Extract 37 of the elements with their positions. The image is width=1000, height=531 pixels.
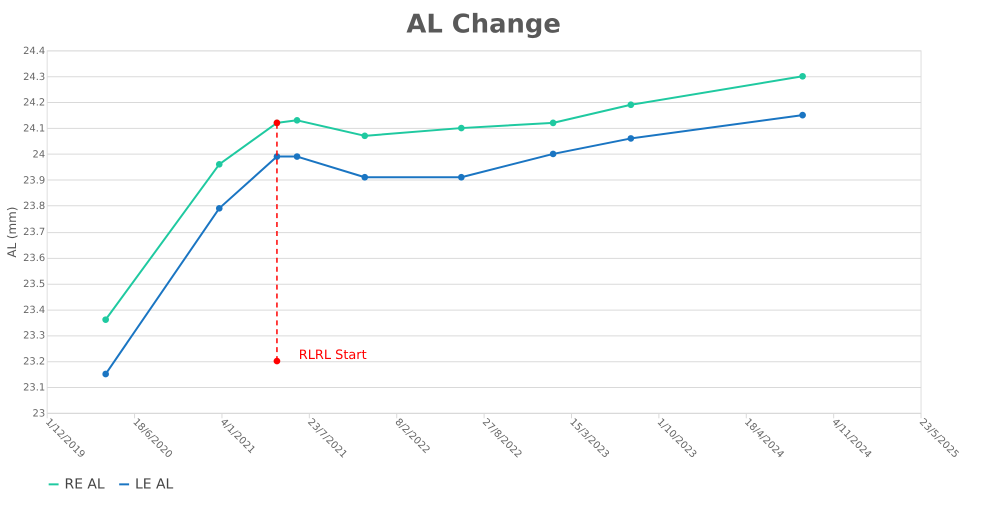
point [361, 132, 368, 140]
point [799, 72, 806, 80]
point [294, 153, 300, 160]
point [294, 116, 300, 124]
y-tick-label: 23.3 [23, 330, 46, 342]
y-tick-label: 23.8 [23, 201, 46, 212]
y-tick-label: 23.9 [23, 175, 46, 186]
y-tick-label: 23.7 [23, 227, 46, 238]
point [799, 112, 806, 118]
point [216, 160, 223, 168]
y-tick-label: 24 [32, 149, 46, 160]
point [550, 120, 556, 126]
y-tick-label: 23.5 [23, 278, 46, 290]
y-tick-label: 23.2 [23, 356, 46, 368]
point [458, 124, 465, 132]
point [216, 204, 223, 212]
y-tick-label: 24.1 [23, 124, 46, 135]
y-tick-label: 24.2 [23, 98, 46, 109]
y-tick-label: 23.1 [23, 382, 46, 394]
y-tick-label: 24.3 [23, 72, 46, 83]
y-tick-label: 24.4 [23, 46, 46, 57]
y-tick-label: 23.4 [23, 304, 46, 316]
point [628, 101, 634, 108]
chart-title: AL Change [406, 10, 561, 40]
y-tick-label: 23.6 [23, 252, 46, 264]
point [458, 174, 465, 181]
point [102, 370, 109, 378]
y-tick-label: 23 [32, 408, 46, 420]
legend-label: RE AL [64, 476, 105, 492]
point [274, 358, 280, 364]
series-label: RLRL Start [298, 348, 367, 364]
point [361, 174, 368, 181]
y-axis-title: AL (mm) [5, 206, 20, 258]
point [628, 135, 634, 142]
legend-label: LE AL [135, 476, 174, 492]
point [550, 150, 556, 158]
point [102, 316, 109, 323]
